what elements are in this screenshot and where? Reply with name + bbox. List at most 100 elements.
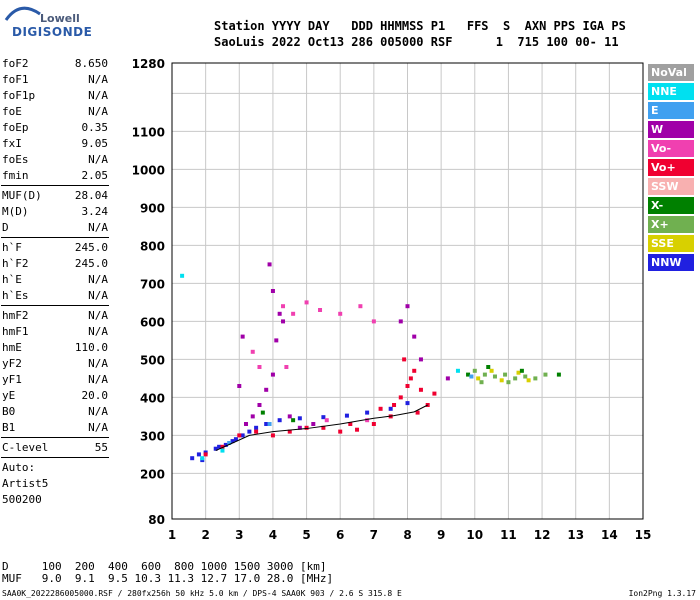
- data-point-vo-: [237, 433, 242, 438]
- param-label: foF2: [2, 57, 29, 70]
- param-row: B0 N/A: [1, 404, 109, 420]
- param-value: N/A: [88, 357, 108, 370]
- data-point-x-: [523, 374, 528, 379]
- param-row: fmin 2.05: [1, 168, 109, 184]
- data-point-x-: [503, 372, 508, 377]
- data-point-nnw: [297, 416, 302, 421]
- data-point-vo-: [405, 384, 410, 388]
- param-label: h`E: [2, 273, 22, 286]
- param-row: Auto:: [1, 460, 109, 476]
- param-value: 3.24: [81, 205, 109, 218]
- data-point-nnw: [254, 425, 259, 430]
- param-label: MUF(D): [2, 189, 42, 202]
- data-point-nnw: [277, 418, 282, 423]
- data-point-vo-: [304, 425, 309, 430]
- param-label: Artist5: [2, 477, 49, 490]
- param-label: foF1p: [2, 89, 36, 102]
- data-point-vo-: [321, 425, 326, 430]
- param-row: B1 N/A: [1, 420, 109, 436]
- y-tick-label: 200: [140, 467, 165, 481]
- data-point-w: [277, 311, 282, 316]
- data-point-vo-: [250, 349, 255, 354]
- param-row: yF1 N/A: [1, 372, 109, 388]
- y-tick-label: 600: [140, 315, 165, 329]
- param-value: N/A: [88, 421, 108, 434]
- data-point-vo-: [415, 410, 420, 415]
- data-point-w: [445, 376, 450, 381]
- param-row: hmF1 N/A: [1, 324, 109, 340]
- data-point-nnw: [388, 406, 393, 411]
- param-row: yE 20.0: [1, 388, 109, 404]
- param-separator: [1, 237, 109, 238]
- data-point-nnw: [240, 433, 245, 438]
- data-point-e: [227, 441, 232, 445]
- param-value: N/A: [88, 405, 108, 418]
- param-row: MUF(D) 28.04: [1, 188, 109, 204]
- x-tick-label: 9: [437, 528, 445, 542]
- data-point-x-: [519, 368, 524, 373]
- data-point-vo-: [318, 308, 323, 312]
- data-point-nnw: [230, 439, 235, 444]
- y-tick-label: 400: [140, 391, 165, 405]
- param-row: hmE 110.0: [1, 340, 109, 356]
- footer-muf-row: MUF 9.0 9.1 9.5 10.3 11.3 12.7 17.0 28.0…: [2, 572, 334, 585]
- data-point-vo-: [284, 365, 289, 369]
- param-value: 245.0: [74, 241, 108, 254]
- x-tick-label: 13: [567, 528, 584, 542]
- param-label: h`F2: [2, 257, 29, 270]
- data-point-sse: [516, 370, 521, 375]
- logo-text-lowell: Lowell: [40, 12, 80, 25]
- data-point-w: [287, 414, 292, 419]
- param-label: hmF1: [2, 325, 29, 338]
- data-point-vo-: [338, 429, 343, 434]
- data-point-nne: [220, 448, 225, 453]
- param-value: N/A: [88, 289, 108, 302]
- param-label: C-level: [2, 441, 49, 454]
- data-point-vo-: [412, 368, 417, 373]
- data-point-vo-: [398, 395, 403, 400]
- y-tick-label: 1000: [132, 163, 165, 177]
- data-point-w: [311, 422, 316, 426]
- data-point-sse: [476, 376, 481, 381]
- header-column-labels: Station YYYY DAY DDD HHMMSS P1 FFS S AXN…: [214, 19, 626, 33]
- data-point-x-: [506, 380, 511, 385]
- param-row: foEs N/A: [1, 152, 109, 168]
- param-separator: [1, 305, 109, 306]
- x-tick-label: 4: [269, 528, 277, 542]
- x-tick-label: 15: [635, 528, 652, 542]
- param-value: 9.05: [81, 137, 109, 150]
- data-point-vo-: [408, 376, 413, 381]
- x-tick-label: 14: [601, 528, 618, 542]
- y-tick-label: 500: [140, 353, 165, 367]
- data-point-vo-: [254, 429, 259, 434]
- data-point-w: [281, 319, 286, 324]
- data-point-sse: [489, 368, 494, 373]
- data-point-vo-: [371, 422, 376, 426]
- data-point-nnw: [233, 437, 238, 442]
- data-point-w: [398, 319, 403, 324]
- param-row: foE N/A: [1, 104, 109, 120]
- param-separator: [1, 457, 109, 458]
- param-label: h`F: [2, 241, 22, 254]
- param-label: 500200: [2, 493, 42, 506]
- y-tick-label: 700: [140, 277, 165, 291]
- param-value: N/A: [88, 273, 108, 286]
- data-point-nne: [200, 456, 205, 461]
- param-label: foEs: [2, 153, 29, 166]
- param-row: M(D) 3.24: [1, 204, 109, 220]
- legend-item: NNW: [648, 254, 694, 271]
- param-row: yF2 N/A: [1, 356, 109, 372]
- param-row: D N/A: [1, 220, 109, 236]
- param-value: N/A: [88, 153, 108, 166]
- legend-item: SSE: [648, 235, 694, 252]
- param-row: Artist5: [1, 476, 109, 492]
- data-point-nnw: [196, 452, 201, 457]
- param-label: h`Es: [2, 289, 29, 302]
- polarization-legend: NoVal NNE E W Vo- Vo+ SSW X- X+ SSE NNW: [648, 64, 694, 273]
- data-point-vo-: [371, 319, 376, 324]
- data-point-w: [297, 425, 302, 430]
- param-value: 110.0: [74, 341, 108, 354]
- data-point-vo-: [418, 387, 423, 392]
- data-point-vo-: [291, 311, 296, 316]
